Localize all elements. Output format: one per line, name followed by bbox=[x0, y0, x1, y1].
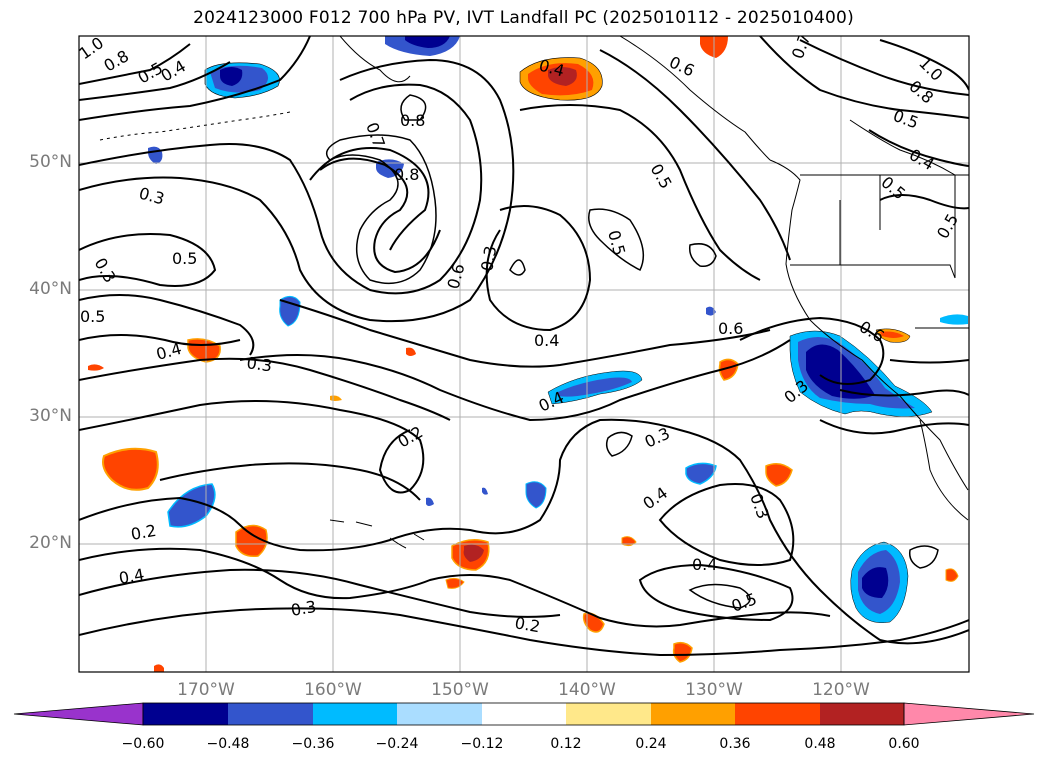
graticule bbox=[79, 36, 969, 672]
contour-label: 0.3 bbox=[477, 244, 500, 272]
colorbar-segment bbox=[228, 703, 313, 725]
contour-label: 0.2 bbox=[129, 521, 157, 544]
lat-label: 20°N bbox=[29, 533, 72, 553]
lon-label: 160°W bbox=[304, 680, 362, 700]
pv-contours bbox=[79, 36, 969, 657]
colorbar-tick-label: −0.12 bbox=[460, 736, 504, 752]
colorbar-segment bbox=[651, 703, 735, 725]
lon-label: 140°W bbox=[558, 680, 616, 700]
lat-label: 40°N bbox=[29, 279, 72, 299]
colorbar-tick-label: 0.60 bbox=[888, 736, 920, 752]
shading-layer bbox=[88, 36, 968, 672]
contour-label: 0.8 bbox=[400, 111, 425, 130]
contour-label: 0.4 bbox=[117, 565, 145, 588]
map-title: 2024123000 F012 700 hPa PV, IVT Landfall… bbox=[193, 8, 854, 28]
colorbar-tick-label: 0.24 bbox=[635, 736, 667, 752]
lon-label: 120°W bbox=[812, 680, 870, 700]
coastlines bbox=[99, 36, 969, 549]
lon-label: 130°W bbox=[685, 680, 743, 700]
colorbar-tick-label: −0.60 bbox=[121, 736, 165, 752]
contour-label: 0.5 bbox=[172, 249, 197, 268]
contour-labels: 1.0 0.8 0.5 0.4 0.4 0.7 0.8 0.8 0.6 0.7 … bbox=[79, 36, 962, 636]
colorbar-tick-label: −0.48 bbox=[206, 736, 250, 752]
colorbar-segment bbox=[397, 703, 482, 725]
colorbar bbox=[13, 702, 1035, 726]
contour-label: 0.2 bbox=[513, 613, 541, 636]
lon-label: 170°W bbox=[177, 680, 235, 700]
map-frame bbox=[78, 35, 970, 673]
lat-label: 30°N bbox=[29, 406, 72, 426]
colorbar-segment bbox=[820, 703, 904, 725]
colorbar-segment bbox=[566, 703, 651, 725]
contour-label: 0.3 bbox=[245, 353, 273, 375]
colorbar-tick-label: 0.36 bbox=[719, 736, 751, 752]
contour-label: 0.4 bbox=[534, 331, 559, 350]
contour-label: 0.8 bbox=[394, 165, 419, 184]
colorbar-tick-label: −0.36 bbox=[291, 736, 335, 752]
colorbar-extend-low bbox=[13, 702, 144, 726]
contour-label: 0.4 bbox=[692, 555, 717, 574]
colorbar-tick-label: 0.48 bbox=[804, 736, 836, 752]
colorbar-segment bbox=[482, 703, 566, 725]
colorbar-segment bbox=[735, 703, 820, 725]
contour-label: 0.3 bbox=[289, 597, 317, 620]
lon-label: 150°W bbox=[431, 680, 489, 700]
contour-label: 0.5 bbox=[80, 307, 105, 326]
colorbar-extend-high bbox=[903, 702, 1035, 726]
colorbar-tick-label: 0.12 bbox=[550, 736, 582, 752]
colorbar-segment bbox=[143, 703, 228, 725]
colorbar-tick-label: −0.24 bbox=[375, 736, 419, 752]
colorbar-segment bbox=[313, 703, 397, 725]
lat-label: 50°N bbox=[29, 152, 72, 172]
contour-label: 0.6 bbox=[718, 319, 743, 338]
